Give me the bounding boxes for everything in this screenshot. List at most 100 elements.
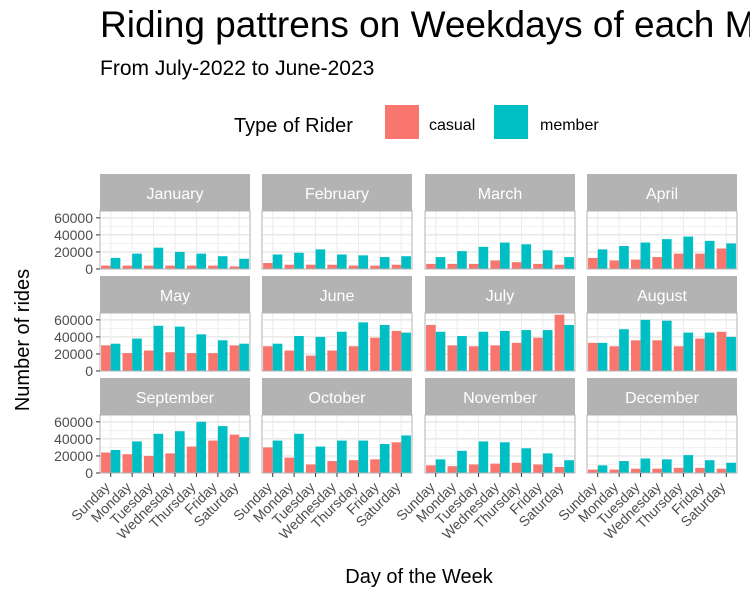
bar-member-september-sunday xyxy=(110,449,121,473)
bar-member-february-monday xyxy=(294,252,304,269)
y-tick-label: 60000 xyxy=(54,210,93,226)
bar-casual-march-wednesday xyxy=(490,260,500,269)
bar-member-november-tuesday xyxy=(478,441,489,473)
bar-member-october-wednesday xyxy=(337,440,347,473)
bar-member-july-thursday xyxy=(521,330,532,371)
facet-strip xyxy=(100,276,250,313)
bar-casual-june-tuesday xyxy=(305,355,316,371)
y-tick-label: 20000 xyxy=(54,346,93,362)
bar-casual-january-thursday xyxy=(186,265,197,269)
facet-strip xyxy=(587,378,737,415)
bar-member-march-wednesday xyxy=(500,242,510,269)
bar-member-march-friday xyxy=(542,250,553,269)
bar-casual-january-friday xyxy=(208,265,218,269)
bar-member-august-wednesday xyxy=(662,320,672,371)
bar-member-august-thursday xyxy=(683,332,694,371)
bar-casual-february-tuesday xyxy=(305,264,316,269)
facet-august: August xyxy=(586,276,738,372)
facet-title: June xyxy=(320,288,355,305)
bar-member-december-tuesday xyxy=(640,458,651,473)
bar-member-december-saturday xyxy=(726,462,736,473)
bar-member-october-tuesday xyxy=(315,446,326,473)
y-tick-label: 40000 xyxy=(54,227,93,243)
bar-casual-december-tuesday xyxy=(630,468,641,473)
bar-casual-june-saturday xyxy=(391,330,402,371)
bar-member-december-wednesday xyxy=(662,459,672,473)
bar-casual-december-sunday xyxy=(588,469,598,473)
bar-casual-march-sunday xyxy=(426,263,436,269)
bar-casual-january-monday xyxy=(122,265,133,269)
bar-casual-march-monday xyxy=(447,263,458,269)
bar-casual-february-friday xyxy=(370,265,380,269)
facet-title: December xyxy=(625,390,699,407)
bar-casual-july-friday xyxy=(533,337,543,371)
bar-casual-august-saturday xyxy=(716,331,727,371)
bar-casual-december-friday xyxy=(695,467,705,473)
bar-casual-august-tuesday xyxy=(630,340,641,371)
bar-casual-august-sunday xyxy=(588,342,598,371)
bar-member-september-wednesday xyxy=(175,431,185,473)
facet-strip xyxy=(262,276,412,313)
bar-member-september-friday xyxy=(217,426,228,473)
y-tick-label: 40000 xyxy=(54,329,93,345)
bar-casual-april-wednesday xyxy=(652,257,662,269)
bar-member-may-saturday xyxy=(239,343,249,371)
bar-member-february-friday xyxy=(379,257,390,269)
facet-february: February xyxy=(261,174,413,270)
bar-member-january-saturday xyxy=(239,258,249,269)
facet-strip xyxy=(425,174,575,211)
facet-title: November xyxy=(463,390,537,407)
bar-casual-october-thursday xyxy=(348,460,359,473)
facet-title: April xyxy=(646,186,678,203)
bar-casual-april-tuesday xyxy=(630,259,641,269)
bar-member-january-sunday xyxy=(110,257,121,269)
bar-member-june-saturday xyxy=(401,332,411,371)
bar-casual-march-friday xyxy=(533,263,543,269)
bar-casual-december-saturday xyxy=(716,468,727,473)
bar-casual-march-thursday xyxy=(511,262,522,269)
facet-strip xyxy=(100,378,250,415)
bar-member-june-monday xyxy=(294,336,304,371)
bar-casual-october-tuesday xyxy=(305,464,316,473)
bar-casual-march-tuesday xyxy=(468,263,479,269)
y-tick-label: 60000 xyxy=(54,414,93,430)
facet-border xyxy=(261,210,413,270)
bar-casual-august-wednesday xyxy=(652,340,662,371)
y-tick-label: 0 xyxy=(85,465,93,481)
bar-member-march-thursday xyxy=(521,244,532,269)
bar-member-march-tuesday xyxy=(478,246,489,269)
bar-casual-october-monday xyxy=(284,457,295,473)
bar-member-may-wednesday xyxy=(175,326,185,371)
bar-casual-november-tuesday xyxy=(468,464,479,473)
bar-casual-january-saturday xyxy=(229,266,240,269)
bar-casual-may-tuesday xyxy=(143,350,154,371)
bar-casual-november-wednesday xyxy=(490,463,500,473)
bar-casual-may-thursday xyxy=(186,353,197,371)
bar-member-august-tuesday xyxy=(640,319,651,371)
facet-september: September0200004000060000SundayMondayTue… xyxy=(54,378,251,542)
facet-strip xyxy=(425,276,575,313)
facet-border xyxy=(99,210,251,270)
bar-casual-may-saturday xyxy=(229,345,240,371)
bar-member-march-saturday xyxy=(564,257,574,269)
bar-member-april-tuesday xyxy=(640,242,651,269)
bar-casual-october-friday xyxy=(370,459,380,473)
bar-casual-june-wednesday xyxy=(327,350,337,371)
bar-member-november-friday xyxy=(542,453,553,473)
facet-july: July xyxy=(424,276,576,372)
bar-member-april-friday xyxy=(704,240,715,269)
legend: Type of Rider casual member xyxy=(234,105,599,139)
bar-casual-april-saturday xyxy=(716,248,727,269)
bar-member-june-tuesday xyxy=(315,336,326,371)
facet-title: July xyxy=(486,288,514,305)
bar-casual-march-saturday xyxy=(554,264,565,269)
bar-member-november-wednesday xyxy=(500,442,510,473)
bar-casual-december-wednesday xyxy=(652,468,662,473)
bar-casual-april-friday xyxy=(695,253,705,269)
y-tick-label: 20000 xyxy=(54,244,93,260)
bar-member-october-monday xyxy=(294,433,304,473)
bar-member-july-wednesday xyxy=(500,330,510,371)
legend-label-casual: casual xyxy=(429,117,475,134)
bar-casual-june-friday xyxy=(370,337,380,371)
